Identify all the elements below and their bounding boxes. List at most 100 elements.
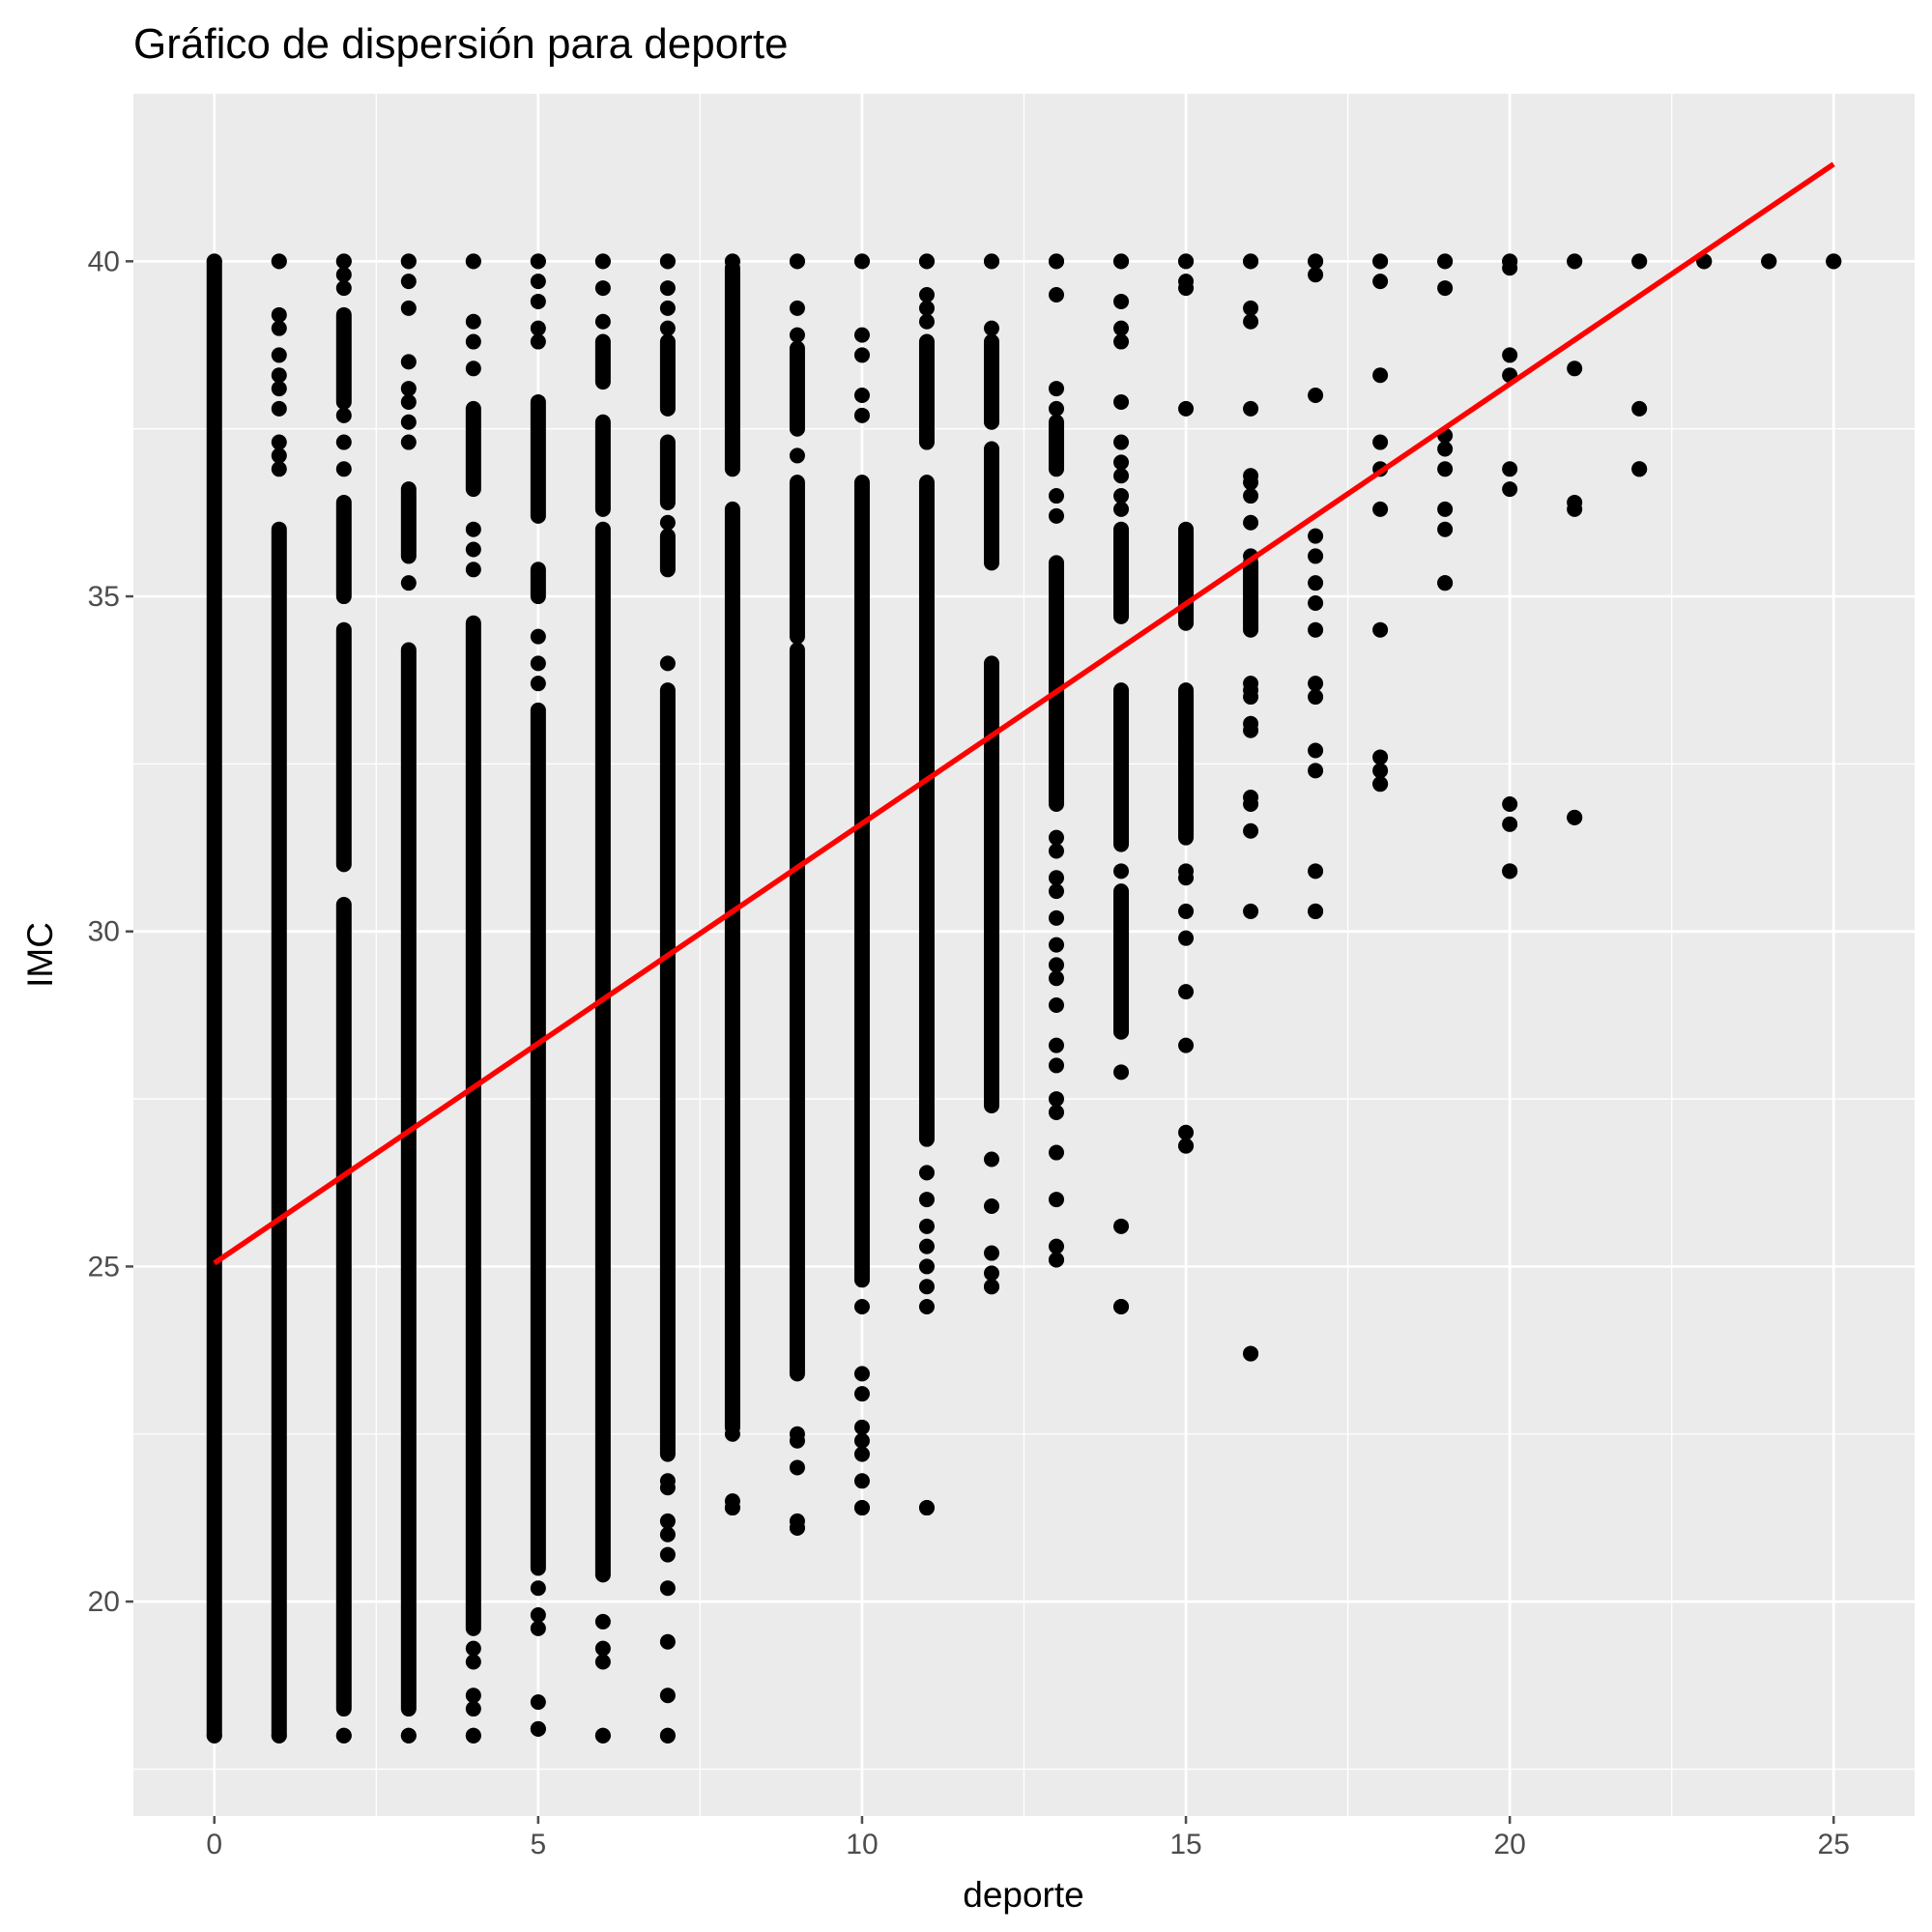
- data-point: [1243, 300, 1259, 316]
- point-column: [1243, 253, 1259, 1362]
- point-cluster: [465, 400, 481, 498]
- data-point: [983, 1245, 999, 1261]
- point-cluster: [983, 441, 999, 571]
- data-point: [530, 1580, 546, 1597]
- point-cluster: [530, 393, 546, 524]
- data-point: [1049, 381, 1065, 397]
- chart-title: Gráfico de dispersión para deporte: [133, 20, 789, 68]
- data-point: [853, 1419, 870, 1435]
- data-point: [1113, 293, 1130, 309]
- data-point: [1502, 461, 1518, 477]
- data-point: [594, 253, 611, 270]
- data-point: [1243, 715, 1259, 732]
- data-point: [1049, 843, 1065, 859]
- data-point: [530, 333, 546, 350]
- data-point: [918, 1218, 935, 1234]
- axes: 0 5 10 15 20 25 20 25 30 35 40: [88, 245, 1850, 1860]
- point-cluster: [594, 521, 611, 1583]
- data-point: [271, 434, 287, 450]
- data-point: [1113, 434, 1130, 450]
- point-cluster: [853, 475, 870, 1288]
- point-cluster: [271, 521, 287, 1744]
- data-point: [1049, 870, 1065, 886]
- data-point: [530, 1606, 546, 1623]
- data-point: [1049, 997, 1065, 1014]
- data-point: [335, 434, 352, 450]
- data-point: [1308, 689, 1324, 706]
- data-point: [1243, 514, 1259, 531]
- data-point: [594, 1640, 611, 1657]
- data-point: [659, 253, 676, 270]
- data-point: [335, 267, 352, 283]
- data-point: [853, 1299, 870, 1315]
- point-cluster: [465, 615, 481, 1636]
- point-column: [1567, 253, 1583, 825]
- data-point: [1178, 1124, 1195, 1140]
- data-point: [335, 280, 352, 297]
- point-cluster: [1049, 414, 1065, 477]
- point-cluster: [594, 414, 611, 517]
- point-cluster: [594, 333, 611, 390]
- point-cluster: [1113, 682, 1130, 852]
- point-column: [1308, 253, 1324, 919]
- data-point: [1113, 1299, 1130, 1315]
- point-column: [206, 253, 222, 1744]
- data-point: [789, 1459, 805, 1476]
- data-point: [1178, 253, 1195, 270]
- fit-line: [213, 161, 1835, 1266]
- point-column: [1372, 253, 1389, 793]
- data-point: [400, 1727, 417, 1744]
- point-column: [594, 253, 611, 1744]
- data-point: [594, 1654, 611, 1670]
- point-cluster: [659, 333, 676, 417]
- point-cluster: [789, 642, 805, 1382]
- data-point: [1437, 441, 1454, 457]
- point-column: [400, 253, 417, 1744]
- data-point: [530, 1720, 546, 1737]
- data-point: [1049, 287, 1065, 303]
- data-point: [594, 313, 611, 330]
- data-point: [1113, 501, 1130, 517]
- data-point: [594, 1727, 611, 1744]
- data-point: [853, 407, 870, 423]
- data-point: [271, 1727, 287, 1744]
- data-point: [335, 253, 352, 270]
- data-point: [1243, 790, 1259, 806]
- data-point: [1308, 594, 1324, 611]
- point-column: [271, 253, 287, 1744]
- point-cluster: [983, 655, 999, 1114]
- data-point: [918, 253, 935, 270]
- point-cluster: [789, 340, 805, 437]
- data-points: [206, 253, 1842, 1744]
- data-point: [918, 1299, 935, 1315]
- data-point: [659, 514, 676, 531]
- data-point: [1437, 461, 1454, 477]
- data-point: [1502, 863, 1518, 879]
- data-point: [1049, 1192, 1065, 1208]
- data-point: [1372, 749, 1389, 765]
- data-point: [1502, 253, 1518, 270]
- data-point: [1243, 1345, 1259, 1362]
- data-point: [1243, 488, 1259, 505]
- data-point: [853, 388, 870, 404]
- data-point: [659, 1473, 676, 1489]
- data-point: [465, 1701, 481, 1717]
- data-point: [271, 320, 287, 336]
- data-point: [1437, 575, 1454, 591]
- data-point: [1372, 367, 1389, 384]
- data-point: [659, 1727, 676, 1744]
- data-point: [853, 1366, 870, 1382]
- data-point: [1308, 676, 1324, 692]
- data-point: [1178, 756, 1195, 772]
- data-point: [1502, 816, 1518, 832]
- data-point: [1113, 863, 1130, 879]
- data-point: [918, 300, 935, 316]
- data-point: [918, 1258, 935, 1275]
- data-point: [659, 655, 676, 672]
- point-cluster: [530, 562, 546, 605]
- data-point: [1502, 347, 1518, 363]
- data-point: [659, 1546, 676, 1563]
- data-point: [594, 280, 611, 297]
- data-point: [400, 300, 417, 316]
- point-cluster: [918, 475, 935, 1147]
